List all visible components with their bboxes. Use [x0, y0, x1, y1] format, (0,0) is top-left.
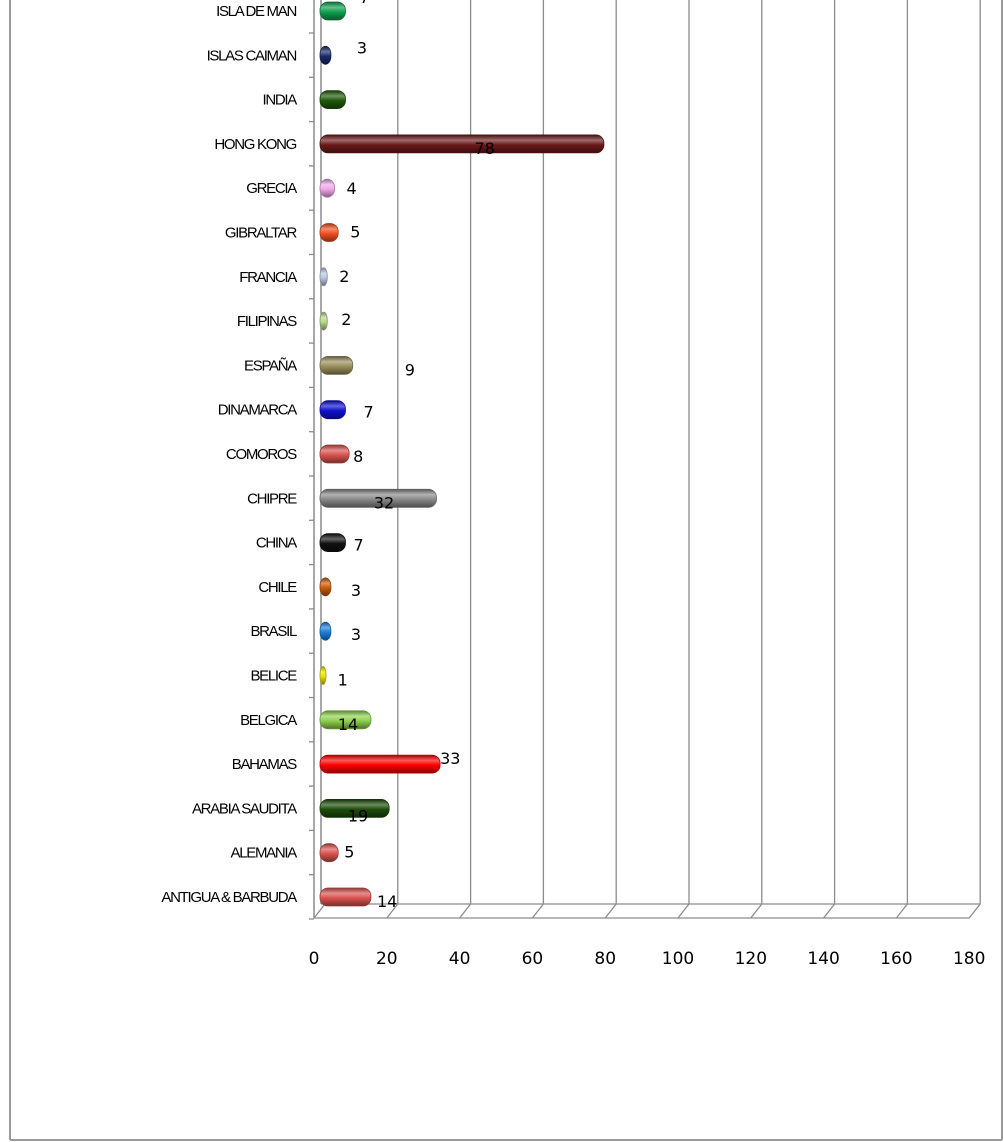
data-label: 8: [353, 447, 363, 466]
bar: [319, 799, 390, 818]
bar: [319, 754, 441, 774]
y-category-label: BELGICA: [240, 712, 297, 729]
y-category-label: CHIPRE: [247, 490, 297, 507]
data-label: 7: [359, 0, 369, 7]
x-tick-label: 140: [807, 949, 839, 969]
floor-gridline: [313, 903, 326, 919]
data-label: 33: [440, 749, 460, 768]
floor-gridline: [968, 903, 981, 919]
data-label: 78: [474, 139, 494, 158]
y-category-label: ARABIA SAUDITA: [192, 800, 297, 817]
x-tick-label: 80: [594, 949, 616, 969]
data-label: 7: [353, 536, 363, 555]
y-category-label: ESPAÑA: [244, 357, 297, 374]
y-category-label: ISLAS CAIMAN: [207, 47, 297, 64]
data-label: 3: [357, 38, 367, 57]
data-label: 19: [348, 806, 368, 825]
data-label: 14: [377, 892, 397, 911]
y-category-label: BRASIL: [250, 623, 297, 640]
y-category-label: ALEMANIA: [231, 845, 298, 862]
data-label: 5: [344, 843, 354, 862]
bar: [319, 843, 339, 863]
x-tick-label: 160: [880, 949, 912, 969]
data-label: 3: [351, 581, 361, 600]
floor-gridline: [386, 903, 399, 919]
bar: [319, 533, 346, 552]
floor-gridline: [895, 903, 908, 919]
bar: [319, 223, 339, 242]
bar: [319, 666, 327, 685]
floor-gridline: [459, 903, 472, 919]
bar: [319, 488, 437, 508]
y-category-label: INDIA: [262, 92, 297, 109]
bar: [319, 311, 328, 331]
x-tick-label: 60: [522, 949, 544, 969]
bar: [319, 267, 328, 287]
bar: [319, 577, 332, 597]
bar: [319, 134, 605, 154]
y-category-label: ANTIGUA & BARBUDA: [161, 889, 297, 906]
x-tick-label: 0: [309, 949, 320, 969]
data-label: 4: [347, 179, 357, 198]
data-label: 3: [351, 625, 361, 644]
bar: [319, 355, 354, 375]
bar: [319, 621, 332, 641]
y-category-label: FILIPINAS: [237, 313, 297, 330]
y-category-label: FRANCIA: [239, 269, 297, 286]
data-label: 2: [341, 310, 351, 329]
y-category-label: GRECIA: [246, 180, 297, 197]
bar: [319, 444, 350, 464]
floor-gridline: [604, 903, 617, 919]
y-category-label: DINAMARCA: [218, 402, 298, 419]
y-category-label: BAHAMAS: [232, 756, 298, 773]
bar: [319, 90, 346, 109]
bar: [319, 45, 332, 65]
data-label: 14: [338, 715, 358, 734]
x-tick-label: 100: [662, 949, 694, 969]
x-tick-label: 40: [449, 949, 471, 969]
y-category-label: CHINA: [256, 535, 297, 552]
data-label: 32: [374, 493, 394, 512]
y-category-label: COMOROS: [226, 446, 297, 463]
floor-gridline: [531, 903, 544, 919]
bar: [319, 400, 346, 420]
bar: [319, 1, 346, 21]
y-category-label: BELICE: [250, 668, 297, 685]
x-tick-label: 20: [376, 949, 398, 969]
data-label: 7: [363, 403, 373, 422]
bar: [319, 710, 372, 730]
data-label: 2: [339, 267, 349, 286]
floor-gridline: [750, 903, 763, 919]
floor-gridline: [677, 903, 690, 919]
data-label: 9: [405, 360, 415, 379]
y-category-label: CHILE: [258, 579, 297, 596]
bar: [319, 887, 372, 907]
x-tick-label: 180: [953, 949, 985, 969]
y-category-label: GIBRALTAR: [225, 225, 298, 242]
y-category-label: HONG KONG: [214, 136, 296, 153]
bar: [319, 178, 335, 198]
x-tick-label: 120: [735, 949, 767, 969]
floor-gridline: [823, 903, 836, 919]
data-label: 5: [350, 223, 360, 242]
data-label: 1: [338, 671, 348, 690]
y-category-label: ISLA DE MAN: [216, 3, 296, 20]
